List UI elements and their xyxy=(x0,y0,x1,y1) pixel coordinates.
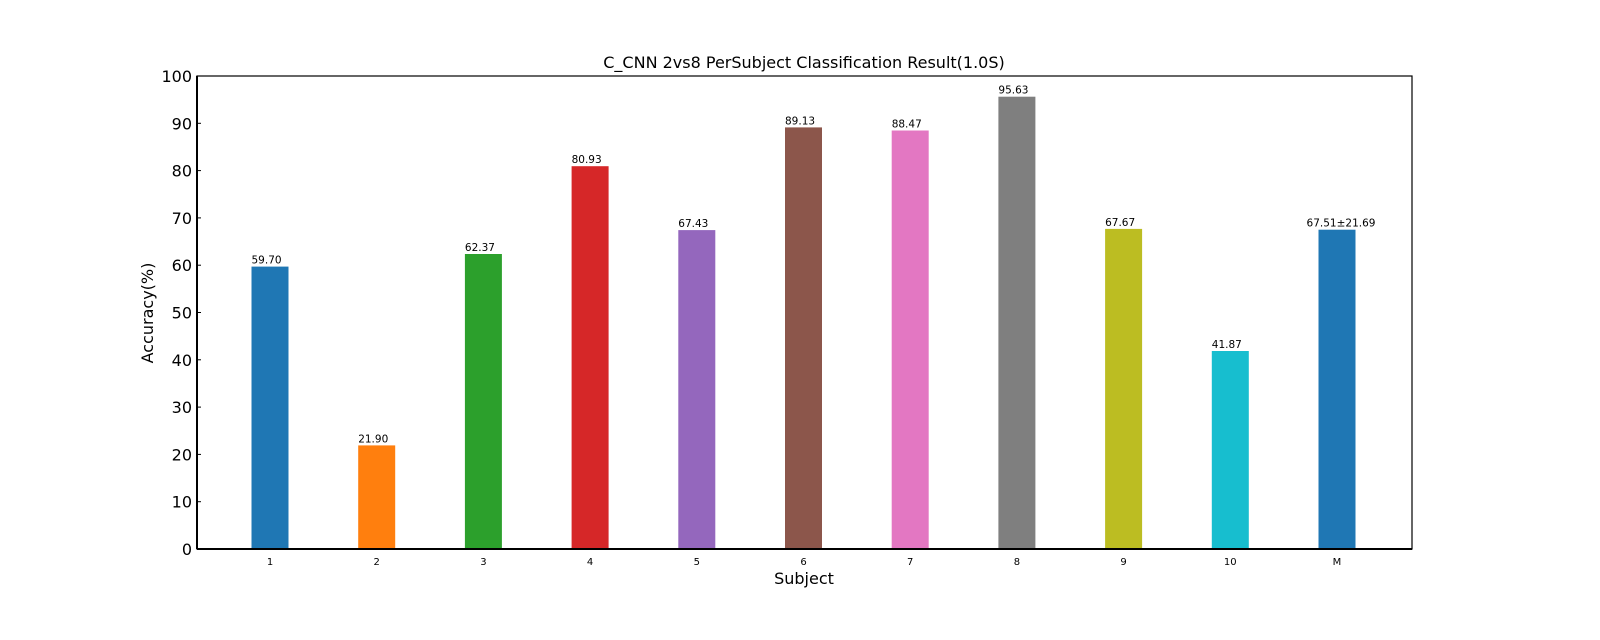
bar-5 xyxy=(678,230,716,549)
x-tick-label-M: M xyxy=(1333,557,1342,568)
bar-value-label-4: 80.93 xyxy=(572,154,602,166)
bar-3 xyxy=(464,254,502,549)
x-tick-label-2: 2 xyxy=(374,557,380,568)
bar-value-label-6: 89.13 xyxy=(785,115,815,127)
y-tick-label-30: 30 xyxy=(172,398,192,417)
y-tick-label-90: 90 xyxy=(172,114,192,133)
x-tick-label-5: 5 xyxy=(694,557,700,568)
bars-layer: 59.70 21.90 62.37 80.93 67.43 89.13 88.47 95.63… xyxy=(251,85,1376,550)
bar-value-label-9: 67.67 xyxy=(1105,217,1135,229)
y-tick-label-40: 40 xyxy=(172,351,192,370)
bar-10 xyxy=(1211,351,1249,549)
y-tick-label-80: 80 xyxy=(172,162,192,181)
x-tick-label-1: 1 xyxy=(267,557,273,568)
y-tick-label-100: 100 xyxy=(161,67,192,86)
bar-7 xyxy=(891,130,929,549)
bar-value-label-10: 41.87 xyxy=(1212,339,1242,351)
bar-8 xyxy=(998,96,1036,549)
chart-title: C_CNN 2vs8 PerSubject Classification Res… xyxy=(603,53,1005,73)
x-tick-label-4: 4 xyxy=(587,557,593,568)
bar-value-label-3: 62.37 xyxy=(465,242,495,254)
bar-2 xyxy=(358,445,396,549)
x-tick-label-9: 9 xyxy=(1120,557,1126,568)
y-tick-label-70: 70 xyxy=(172,209,192,228)
ticks-layer: 1 2 3 4 5 6 7 8 9 10 M 0 10 20 30 40 50 60 70 80 90 100 xyxy=(161,67,1341,568)
bar-value-label-7: 88.47 xyxy=(892,119,922,131)
y-tick-label-50: 50 xyxy=(172,304,192,323)
x-tick-label-10: 10 xyxy=(1224,557,1237,568)
bar-value-label-1: 59.70 xyxy=(252,255,282,267)
bar-M xyxy=(1318,229,1356,549)
x-tick-label-7: 7 xyxy=(907,557,913,568)
y-axis-label: Accuracy(%) xyxy=(138,263,157,364)
bar-6 xyxy=(785,127,822,550)
bar-9 xyxy=(1105,228,1143,549)
bar-value-label-5: 67.43 xyxy=(678,218,708,230)
bar-1 xyxy=(251,266,289,549)
bar-4 xyxy=(571,166,609,549)
y-tick-label-0: 0 xyxy=(182,540,192,559)
bar-value-label-8: 95.63 xyxy=(998,85,1028,97)
y-tick-label-60: 60 xyxy=(172,256,192,275)
y-tick-label-20: 20 xyxy=(172,445,192,464)
bar-value-label-M: 67.51±21.69 xyxy=(1307,218,1376,230)
x-tick-label-3: 3 xyxy=(480,557,486,568)
x-axis-label: Subject xyxy=(774,569,834,588)
bar-value-label-2: 21.90 xyxy=(358,433,388,445)
y-tick-label-10: 10 xyxy=(172,493,192,512)
x-tick-label-8: 8 xyxy=(1014,557,1020,568)
x-tick-label-6: 6 xyxy=(800,557,806,568)
